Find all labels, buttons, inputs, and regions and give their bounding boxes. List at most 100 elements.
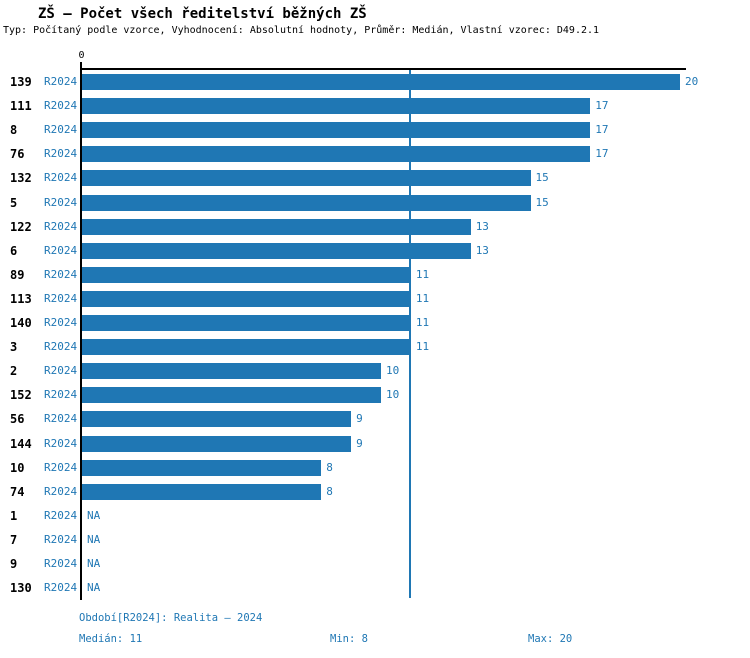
- row-id-label: 113: [10, 291, 32, 306]
- row-id-label: 140: [10, 316, 32, 330]
- row-id-label: 1: [10, 508, 18, 523]
- chart-row: 5 R2024 15: [0, 191, 750, 215]
- row-id-label: 122: [10, 219, 32, 234]
- bar-value-label: 11: [415, 316, 430, 329]
- x-axis-top-line: [80, 68, 686, 70]
- chart-row: 7 R2024 NA: [0, 528, 750, 552]
- footer-period-text: Období[R2024]: Realita – 2024: [79, 612, 263, 624]
- row-period-label: R2024: [44, 412, 78, 426]
- value-bar: [82, 74, 680, 90]
- row-period-label: R2024: [44, 484, 78, 498]
- row-id-label: 10: [10, 460, 25, 475]
- bar-value-label: 8: [326, 460, 333, 474]
- bar-value-label: 17: [595, 123, 609, 137]
- bar-value-label: 17: [595, 147, 609, 161]
- row-period-label: R2024: [44, 388, 78, 402]
- bar-value-label: 11: [415, 291, 430, 305]
- y-axis-line: [80, 62, 82, 600]
- row-period-label: R2024: [44, 99, 78, 113]
- value-bar: [82, 363, 381, 380]
- row-id-label: 89: [10, 267, 25, 282]
- bar-value-label: 8: [326, 484, 333, 498]
- chart-row: 76 R2024 17: [0, 142, 750, 166]
- chart-row: 89 R2024 11: [0, 263, 750, 287]
- na-label: NA: [87, 508, 101, 522]
- row-period-label: R2024: [44, 460, 78, 474]
- value-bar: [82, 218, 471, 235]
- chart-row: 1 R2024 NA: [0, 504, 750, 528]
- value-bar: [82, 411, 352, 428]
- row-id-label: 130: [10, 581, 32, 596]
- value-bar: [82, 170, 531, 187]
- value-bar: [82, 459, 322, 476]
- row-id-label: 2: [10, 364, 18, 379]
- row-id-label: 111: [10, 99, 32, 114]
- chart-row: 6 R2024 13: [0, 239, 750, 263]
- chart-row: 139 R2024 20: [0, 70, 750, 94]
- bar-value-label: 20: [685, 75, 699, 88]
- chart-row: 3 R2024 11: [0, 335, 750, 359]
- bar-value-label: 15: [535, 171, 549, 185]
- row-id-label: 5: [10, 195, 18, 210]
- chart-subtitle: Typ: Počítaný podle vzorce, Vyhodnocení:…: [3, 25, 600, 36]
- row-period-label: R2024: [44, 219, 78, 233]
- row-period-label: R2024: [44, 557, 78, 570]
- value-bar: [82, 194, 531, 211]
- row-period-label: R2024: [44, 532, 78, 546]
- row-period-label: R2024: [44, 195, 78, 209]
- na-label: NA: [87, 557, 101, 570]
- bar-value-label: 10: [386, 364, 400, 378]
- chart-row: 9 R2024 NA: [0, 552, 750, 576]
- chart-row: 2 R2024 10: [0, 359, 750, 383]
- row-id-label: 152: [10, 388, 32, 403]
- value-bar: [82, 290, 411, 307]
- chart-row: 113 R2024 11: [0, 287, 750, 311]
- bar-value-label: 10: [386, 388, 400, 402]
- value-bar: [82, 122, 591, 139]
- chart-title: ZŠ – Počet všech ředitelství běžných ZŠ: [38, 6, 367, 22]
- footer-max-text: Max: 20: [528, 633, 573, 645]
- row-period-label: R2024: [44, 508, 78, 522]
- bar-value-label: 15: [535, 195, 549, 209]
- row-period-label: R2024: [44, 316, 78, 329]
- value-bar: [82, 387, 381, 404]
- row-period-label: R2024: [44, 291, 78, 305]
- row-id-label: 139: [10, 75, 32, 89]
- row-period-label: R2024: [44, 340, 78, 354]
- chart-row: 122 R2024 13: [0, 215, 750, 239]
- chart-row: 152 R2024 10: [0, 383, 750, 407]
- footer-median-text: Medián: 11: [79, 633, 143, 645]
- bar-value-label: 11: [415, 340, 430, 354]
- footer-min-text: Min: 8: [330, 633, 368, 645]
- row-period-label: R2024: [44, 75, 78, 88]
- na-label: NA: [87, 532, 101, 546]
- bar-value-label: 9: [356, 436, 363, 450]
- chart-row: 132 R2024 15: [0, 166, 750, 190]
- row-id-label: 8: [10, 123, 18, 138]
- x-axis-zero-tick-label: 0: [78, 50, 85, 61]
- value-bar: [82, 242, 471, 259]
- bar-value-label: 11: [415, 267, 430, 281]
- chart-row: 56 R2024 9: [0, 407, 750, 431]
- chart-row: 140 R2024 11: [0, 311, 750, 335]
- value-bar: [82, 483, 322, 500]
- row-period-label: R2024: [44, 436, 78, 450]
- bar-value-label: 13: [475, 219, 489, 233]
- bar-value-label: 9: [356, 412, 363, 426]
- row-period-label: R2024: [44, 581, 78, 595]
- median-reference-line: [408, 70, 411, 598]
- row-period-label: R2024: [44, 123, 78, 137]
- row-id-label: 56: [10, 412, 25, 427]
- row-period-label: R2024: [44, 147, 78, 161]
- bar-value-label: 17: [595, 99, 609, 113]
- chart-row: 144 R2024 9: [0, 432, 750, 456]
- row-id-label: 144: [10, 436, 32, 451]
- value-bar: [82, 315, 411, 331]
- chart-row: 10 R2024 8: [0, 456, 750, 480]
- row-period-label: R2024: [44, 364, 78, 378]
- chart-row: 74 R2024 8: [0, 480, 750, 504]
- bar-value-label: 13: [475, 243, 489, 257]
- row-id-label: 76: [10, 147, 25, 162]
- chart-row: 8 R2024 17: [0, 118, 750, 142]
- row-id-label: 7: [10, 532, 18, 547]
